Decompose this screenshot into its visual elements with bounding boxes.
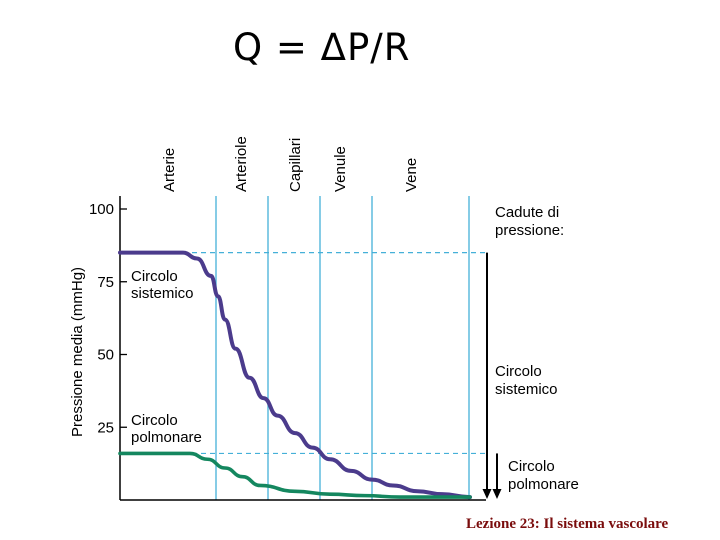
x-category-labels: Arterie Arteriole Capillari Venule Vene <box>161 136 420 192</box>
x-category-label: Arteriole <box>233 136 250 192</box>
y-axis-label: Pressione media (mmHg) <box>69 267 86 437</box>
arrow-head <box>492 489 502 499</box>
axes <box>119 196 486 501</box>
y-tick-label: 100 <box>89 201 114 218</box>
right-drop-label: Circolo <box>495 363 542 380</box>
series-lines <box>118 250 472 500</box>
right-drop-label: Circolo <box>508 458 555 475</box>
dashed-reference-lines <box>120 252 486 455</box>
footer-caption: Lezione 23: Il sistema vascolare <box>466 516 669 532</box>
x-category-label: Arterie <box>161 148 178 192</box>
x-category-label: Venule <box>332 146 349 192</box>
series-line-pulmonary <box>118 451 472 499</box>
left-series-label: sistemico <box>131 285 194 302</box>
right-heading: pressione: <box>495 222 564 239</box>
right-heading: Cadute di <box>495 204 559 221</box>
x-category-label: Capillari <box>287 138 304 192</box>
left-series-label: Circolo <box>131 268 178 285</box>
y-ticks: 100 75 50 25 <box>89 201 127 436</box>
vertical-grid-lines <box>215 196 470 500</box>
y-tick-label: 25 <box>97 419 114 436</box>
pressure-drop-labels: Cadute dipressione:CircolosistemicoCirco… <box>495 204 579 493</box>
pressure-drop-arrows <box>482 252 502 499</box>
y-tick-label: 50 <box>97 347 114 364</box>
left-series-label: polmonare <box>131 429 202 446</box>
arrow-head <box>482 489 492 499</box>
right-drop-label: sistemico <box>495 381 558 398</box>
y-tick-label: 75 <box>97 274 114 291</box>
series-line-systemic <box>118 250 472 500</box>
left-series-label: Circolo <box>131 412 178 429</box>
right-drop-label: polmonare <box>508 476 579 493</box>
x-category-label: Vene <box>403 158 420 192</box>
page-title: Q = ΔP/R <box>233 26 411 69</box>
